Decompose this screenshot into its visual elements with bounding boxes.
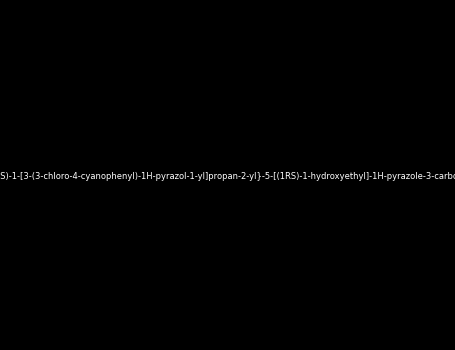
Text: N-{(2S)-1-[3-(3-chloro-4-cyanophenyl)-1H-pyrazol-1-yl]propan-2-yl}-5-[(1RS)-1-hy: N-{(2S)-1-[3-(3-chloro-4-cyanophenyl)-1H… (0, 172, 455, 181)
